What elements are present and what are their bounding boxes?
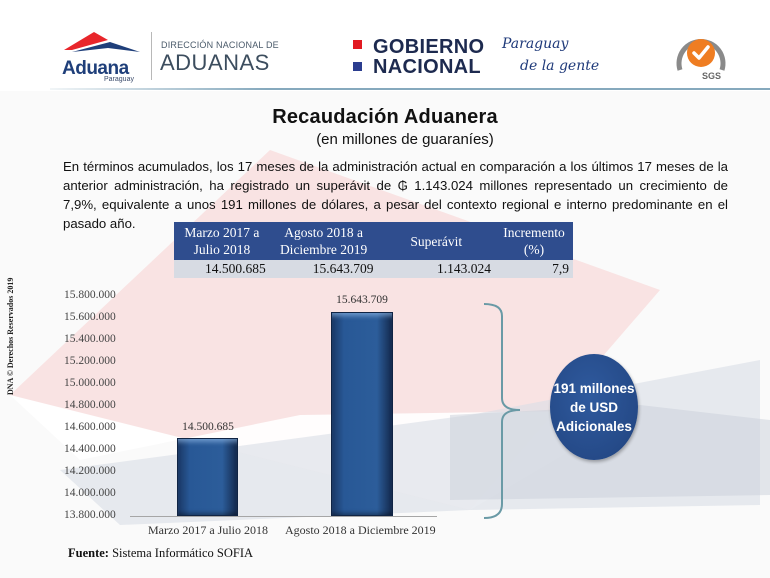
slogan-line1: Paraguay [502, 36, 569, 52]
y-tick: 15.600.000 [64, 311, 116, 323]
aduana-logo-sub: Paraguay [104, 76, 134, 83]
page-title: Recaudación Aduanera [272, 106, 498, 128]
callout-line3: Adicionales [556, 418, 632, 434]
slogan-line2: de la gente [520, 58, 600, 74]
x-category-label: Marzo 2017 a Julio 2018 [148, 523, 268, 537]
cell-period-1: 14.500.685 [174, 260, 270, 278]
sgs-certification-icon: SGS [676, 38, 726, 81]
gobierno-blue-square-icon [353, 62, 362, 71]
header-period-1: Marzo 2017 a Julio 2018 [174, 222, 270, 260]
source-value: Sistema Informático SOFIA [112, 546, 254, 560]
source-label: Fuente: [68, 546, 109, 560]
y-tick: 15.000.000 [64, 377, 116, 389]
y-tick: 14.800.000 [64, 399, 116, 411]
cell-superavit: 1.143.024 [377, 260, 496, 278]
bar-marzo-2017-julio-2018 [177, 438, 238, 516]
summary-table: Marzo 2017 a Julio 2018 Agosto 2018 a Di… [174, 222, 573, 278]
y-tick: 13.800.000 [64, 509, 116, 521]
usd-callout-bubble: 191 millones de USD Adicionales [550, 354, 638, 460]
source-note: Fuente: Sistema Informático SOFIA [68, 546, 253, 561]
bar-agosto-2018-diciembre-2019 [331, 312, 393, 516]
aduana-logo-text: Aduana [62, 58, 129, 79]
header-divider-line [50, 88, 770, 90]
gobierno-line1: GOBIERNO [373, 36, 485, 58]
y-tick: 14.400.000 [64, 443, 116, 455]
y-tick: 15.200.000 [64, 355, 116, 367]
curly-brace-icon [483, 303, 521, 519]
cell-incremento: 7,9 [495, 260, 573, 278]
table-row: 14.500.685 15.643.709 1.143.024 7,9 [174, 260, 573, 278]
y-tick: 15.400.000 [64, 333, 116, 345]
page-subtitle: (en millones de guaraníes) [316, 131, 494, 148]
y-tick: 14.200.000 [64, 465, 116, 477]
header-incremento: Incremento (%) [495, 222, 573, 260]
bar-value-label: 14.500.685 [182, 421, 234, 433]
header-period-2: Agosto 2018 a Diciembre 2019 [269, 222, 378, 260]
cell-period-2: 15.643.709 [269, 260, 378, 278]
bar-value-label: 15.643.709 [336, 294, 388, 306]
y-tick: 15.800.000 [64, 289, 116, 301]
header-divider [151, 32, 152, 80]
gobierno-line2: NACIONAL [373, 56, 481, 78]
gobierno-red-square-icon [353, 40, 362, 49]
x-category-label: Agosto 2018 a Diciembre 2019 [285, 523, 436, 537]
aduana-roof-logo-icon [64, 32, 140, 52]
callout-line1: 191 millones [553, 380, 635, 396]
x-axis-line [130, 516, 437, 517]
header-superavit: Superávit [377, 222, 496, 260]
summary-paragraph: En términos acumulados, los 17 meses de … [63, 159, 728, 231]
dna-big-text: ADUANAS [160, 50, 270, 75]
y-tick: 14.600.000 [64, 421, 116, 433]
dna-small-text: DIRECCIÓN NACIONAL DE [161, 40, 279, 50]
y-tick: 14.000.000 [64, 487, 116, 499]
copyright-note: DNA © Derechos Reservados 2019 [6, 277, 15, 395]
callout-line2: de USD [569, 399, 618, 415]
sgs-label: SGS [702, 71, 721, 81]
summary-table-header-row: Marzo 2017 a Julio 2018 Agosto 2018 a Di… [174, 222, 573, 260]
header: Aduana Paraguay DIRECCIÓN NACIONAL DE AD… [0, 0, 770, 90]
